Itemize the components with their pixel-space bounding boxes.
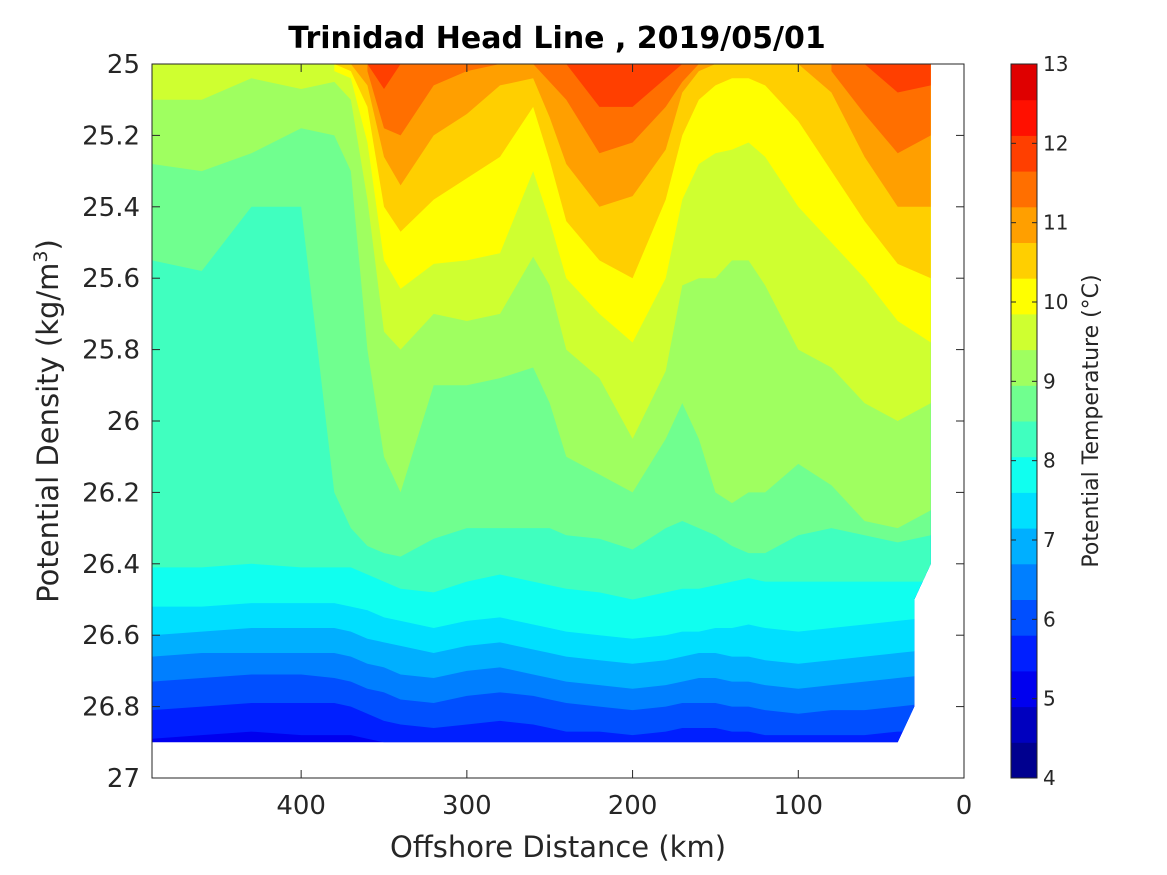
- x-tick-label: 400: [276, 791, 326, 821]
- y-axis-label-main: Potential Density (kg/m: [31, 263, 65, 603]
- colorbar-tick-label: 8: [1043, 449, 1056, 473]
- y-tick-label: 25.6: [82, 264, 140, 294]
- contour-band-11: [350, 64, 931, 207]
- colorbar-swatch: [1011, 456, 1037, 493]
- chart-title: Trinidad Head Line , 2019/05/01: [288, 21, 825, 56]
- y-tick-label: 25.4: [82, 193, 140, 223]
- colorbar-tick-label: 6: [1043, 607, 1056, 631]
- x-tick-label: 100: [773, 791, 823, 821]
- colorbar-swatch: [1011, 64, 1037, 101]
- y-axis-label-superscript: 3: [30, 250, 52, 262]
- y-axis-label: Potential Density (kg/m3): [30, 239, 65, 603]
- y-axis: 25 25.2 25.4 25.6 25.8 26 26.2 26.4 26.6 26.8 27: [82, 50, 964, 794]
- x-axis: 400 300 200 100 0: [276, 64, 972, 821]
- y-tick-label: 26.8: [82, 693, 140, 723]
- y-tick-label: 27: [107, 764, 140, 794]
- x-tick-label: 200: [608, 791, 658, 821]
- y-tick-label: 26.6: [82, 621, 140, 651]
- contour-band-9.5: [152, 64, 931, 439]
- colorbar-swatch: [1011, 706, 1037, 743]
- colorbar-tick-label: 5: [1043, 687, 1056, 711]
- colorbar-swatch: [1011, 492, 1037, 529]
- colorbar: 4 5 6 7 8 9 10 11 12 13: [1010, 52, 1068, 790]
- y-tick-label: 25: [107, 50, 140, 80]
- contour-bands: [152, 64, 931, 743]
- colorbar-tick-label: 11: [1043, 211, 1068, 235]
- colorbar-swatch: [1011, 242, 1037, 279]
- y-tick-label: 26.2: [82, 478, 140, 508]
- colorbar-swatch: [1011, 670, 1037, 708]
- colorbar-swatch: [1011, 599, 1037, 636]
- colorbar-swatch: [1011, 528, 1037, 565]
- colorbar-swatch: [1011, 278, 1037, 315]
- colorbar-swatch: [1011, 206, 1037, 243]
- colorbar-swatch: [1011, 171, 1037, 208]
- x-tick-label: 300: [442, 791, 492, 821]
- colorbar-swatch: [1011, 313, 1037, 351]
- x-tick-label: 0: [956, 791, 973, 821]
- colorbar-tick-label: 10: [1043, 290, 1068, 314]
- y-axis-label-close: ): [31, 239, 65, 250]
- contour-band-11.5: [367, 64, 931, 154]
- y-tick-label: 25.2: [82, 121, 140, 151]
- colorbar-tick-label: 7: [1043, 528, 1056, 552]
- colorbar-swatch: [1011, 99, 1037, 136]
- colorbar-tick-label: 12: [1043, 131, 1068, 155]
- y-tick-label: 26.4: [82, 550, 140, 580]
- colorbar-swatch: [1011, 635, 1037, 672]
- colorbar-tick-label: 13: [1043, 52, 1068, 76]
- colorbar-swatch: [1011, 349, 1037, 386]
- colorbar-swatch: [1011, 135, 1037, 172]
- colorbar-label: Potential Temperature (°C): [1079, 274, 1104, 567]
- colorbar-swatch: [1011, 563, 1037, 600]
- colorbar-swatch: [1011, 421, 1037, 458]
- x-axis-label: Offshore Distance (km): [390, 830, 726, 864]
- contour-band-12: [367, 64, 931, 107]
- colorbar-frame: [1010, 63, 1038, 779]
- colorbar-swatch: [1011, 385, 1037, 422]
- y-tick-label: 25.8: [82, 336, 140, 366]
- colorbar-tick-label: 4: [1043, 766, 1056, 790]
- colorbar-tick-label: 9: [1043, 369, 1056, 393]
- colorbar-swatch: [1011, 742, 1037, 779]
- y-tick-label: 26: [107, 407, 140, 437]
